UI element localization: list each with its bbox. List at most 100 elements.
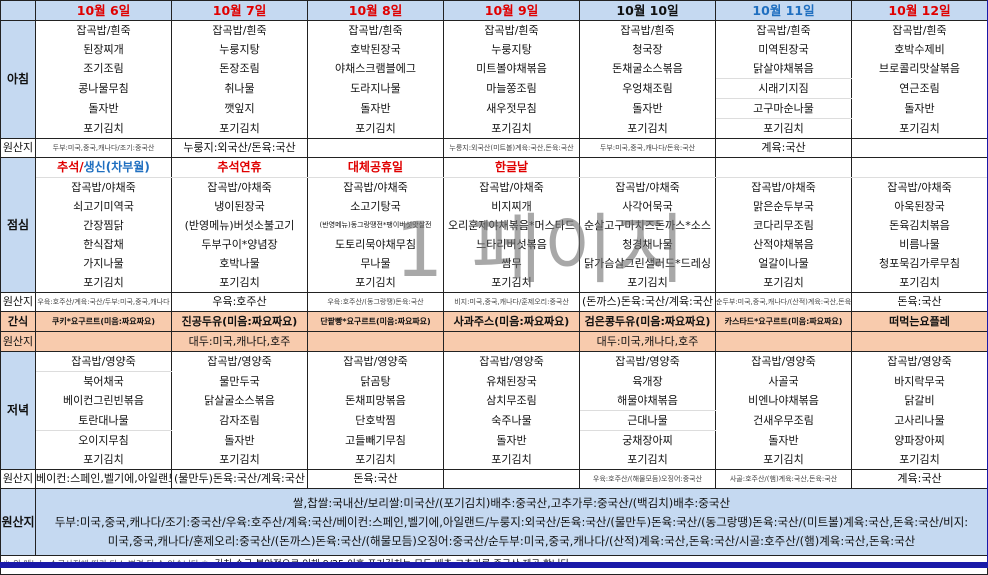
menu-item: 포기김치: [443, 450, 580, 470]
menu-item: 포기김치: [715, 273, 852, 293]
origin-cell: [443, 331, 580, 352]
menu-item: 된장찌개: [35, 40, 172, 59]
dinner-row: 포기김치 포기김치 포기김치 포기김치 포기김치 포기김치 포기김치: [1, 450, 988, 470]
snack-item: 진공두유(미음:짜요짜요): [171, 311, 308, 332]
origin-cell: 베이컨:스페인,벨기에,아일랜드: [35, 469, 172, 489]
holiday-note-text: 추석연휴: [217, 160, 262, 174]
lunch-row: 잡곡밥/야채죽 잡곡밥/야채죽 잡곡밥/야채죽 잡곡밥/야채죽 잡곡밥/야채죽 잡곡밥/야…: [1, 177, 988, 197]
day-header: 10월 7일: [171, 0, 308, 21]
lunch-row: 가지나물 호박나물 무나물 쌈무 닭가슴살그린샐러드*드레싱 얼갈이나물 청포묵김가루무침: [1, 254, 988, 273]
snack-item: 사과주스(미음:짜요짜요): [443, 311, 580, 332]
menu-item: 순살고구마치즈돈까스*소스: [579, 216, 716, 235]
menu-item: 돌자반: [851, 98, 988, 119]
menu-item: 코다리무조림: [715, 216, 852, 235]
origin-cell: 대두:미국,캐나다,호주: [171, 331, 308, 352]
menu-item: 우엉채조림: [579, 78, 716, 99]
menu-item: 마늘쫑조림: [443, 78, 580, 99]
menu-item: 가지나물: [35, 254, 172, 273]
menu-item: 감자조림: [171, 410, 308, 431]
menu-item: 포기김치: [307, 450, 444, 470]
menu-item: 돌자반: [443, 430, 580, 450]
origin-cell: [851, 331, 988, 352]
menu-item: 오이지무침: [35, 430, 172, 450]
origin-summary-row: 원산지 쌀,찹쌀:국내산/보리쌀:미국산/(포기김치)배추:중국산,고추가루:중국…: [0, 488, 988, 556]
holiday-note-text: 한글날: [494, 160, 529, 174]
menu-item: 잡곡밥/야채죽: [443, 177, 580, 197]
menu-item: 잡곡밥/야채죽: [171, 177, 308, 197]
origin-cell: (물만두)돈육:국산/계육:국산: [171, 469, 308, 489]
origin-cell: 계육:국산: [851, 469, 988, 489]
lunch-row: 간장찜닭 (반영메뉴)버섯소불고기 (반영메뉴)동그랑땡전*팽이버섯맛살전 오리훈제야…: [1, 216, 988, 235]
menu-item: 북어채국: [35, 371, 172, 391]
origin-cell: 두부:미국,중국,캐나다/돈육:국산: [579, 138, 716, 158]
menu-item: 포기김치: [35, 273, 172, 293]
snack-item: 단팥빵*요구르트(미음:짜요짜요): [307, 311, 444, 332]
origin-cell: 우육:호주산/(동그랑땡)돈육:국산: [307, 292, 444, 312]
origin-cell: (돈까스)돈육:국산/계육:국산: [579, 292, 716, 312]
menu-item: 잡곡밥/영양죽: [715, 351, 852, 372]
menu-item: 포기김치: [579, 118, 716, 139]
menu-item: 베이컨그린빈볶음: [35, 391, 172, 411]
menu-item: 잡곡밥/야채죽: [715, 177, 852, 197]
snack-row: 간식 쿠키*요구르트(미음:짜요짜요) 진공두유(미음:짜요짜요) 단팥빵*요구르트(…: [0, 311, 988, 332]
menu-item: 포기김치: [171, 450, 308, 470]
lunch-row: 포기김치 포기김치 포기김치 포기김치 포기김치 포기김치 포기김치: [1, 273, 988, 293]
menu-item: 닭살굴소스볶음: [171, 391, 308, 411]
menu-item: 쇠고기미역국: [35, 197, 172, 216]
menu-item: 돈채피망볶음: [307, 391, 444, 411]
menu-item: 포기김치: [443, 118, 580, 139]
menu-item: 숙주나물: [443, 410, 580, 431]
menu-item: 청포묵김가루무침: [851, 254, 988, 273]
menu-item: 잡곡밥/영양죽: [307, 351, 444, 372]
menu-item: 삼치무조림: [443, 391, 580, 411]
snack-item: 쿠키*요구르트(미음:짜요짜요): [35, 311, 172, 332]
dinner-row: 베이컨그린빈볶음 닭살굴소스볶음 돈채피망볶음 삼치무조림 해물야채볶음 비엔나야채볶음 닭…: [1, 391, 988, 411]
dinner-row: 북어채국 물만두국 닭곰탕 유채된장국 육개장 사골국 바지락무국: [1, 371, 988, 391]
menu-item: 무나물: [307, 254, 444, 273]
menu-item: 유채된장국: [443, 371, 580, 391]
menu-item: 포기김치: [171, 273, 308, 293]
menu-item: 잡곡밥/영양죽: [851, 351, 988, 372]
origin-summary-line: 미국,중국,캐나다/훈제오리:중국산/(돈까스)돈육:국산/(해물모듬)오징어:…: [107, 533, 916, 548]
menu-item: 근대나물: [579, 410, 716, 431]
menu-item: 토란대나물: [35, 410, 172, 431]
menu-item: 간장찜닭: [35, 216, 172, 235]
menu-item: 도라지나물: [307, 78, 444, 99]
menu-item: 청경채나물: [579, 235, 716, 254]
lunch-row: 한식잡채 두부구이*양념장 도토리묵야채무침 느타리버섯볶음 청경채나물 산적야채볶음 비름…: [1, 235, 988, 254]
menu-item: 포기김치: [307, 118, 444, 139]
menu-item: 미역된장국: [715, 40, 852, 59]
menu-item: 비지찌개: [443, 197, 580, 216]
menu-item: 야채스크램블에그: [307, 59, 444, 79]
menu-item: 연근조림: [851, 78, 988, 99]
menu-item: 돌자반: [307, 98, 444, 119]
origin-cell: 돈육:국산: [851, 292, 988, 312]
menu-item: 콩나물무침: [35, 78, 172, 99]
holiday-note: 추석/생신(차부월): [35, 157, 172, 178]
menu-item: 시래기지짐: [715, 78, 852, 99]
origin-summary-line: 두부:미국,중국,캐나다/조기:중국산/우육:호주산/계육:국산/베이컨:스페인…: [54, 514, 969, 529]
origin-summary-label: 원산지: [0, 488, 36, 556]
window-border-bottom: [0, 562, 988, 568]
origin-summary-line: 쌀,찹쌀:국내산/보리쌀:미국산/(포기김치)배추:중국산,고추가루:중국산/(…: [292, 495, 731, 510]
origin-cell: 우육:호주산: [171, 292, 308, 312]
origin-cell: 순두부:미국,중국,캐나다/(산적)계육:국산,돈육:국산: [715, 292, 852, 312]
menu-item: 육개장: [579, 371, 716, 391]
origin-label: 원산지: [0, 138, 36, 158]
menu-item: 포기김치: [171, 118, 308, 139]
snack-label: 간식: [0, 311, 36, 332]
origin-cell: [715, 331, 852, 352]
menu-item: 누룽지탕: [171, 40, 308, 59]
menu-item: 잡곡밥/야채죽: [35, 177, 172, 197]
menu-item: 돌자반: [35, 98, 172, 119]
breakfast-row: 돌자반 깻잎지 돌자반 새우젓무침 돌자반 고구마순나물 돌자반: [1, 98, 988, 119]
breakfast-row: 된장찌개 누룽지탕 호박된장국 누룽지탕 청국장 미역된장국 호박수제비: [1, 40, 988, 59]
origin-cell: 사골:호주산/(햄)계육:국산,돈육:국산: [715, 469, 852, 489]
menu-item: 사각어묵국: [579, 197, 716, 216]
menu-item: (반영메뉴)동그랑땡전*팽이버섯맛살전: [307, 216, 444, 235]
menu-item: 청국장: [579, 40, 716, 59]
day-header: 10월 9일: [443, 0, 580, 21]
menu-item: 잡곡밥/흰죽: [443, 20, 580, 40]
holiday-note-text: 대체공휴일: [347, 160, 404, 174]
